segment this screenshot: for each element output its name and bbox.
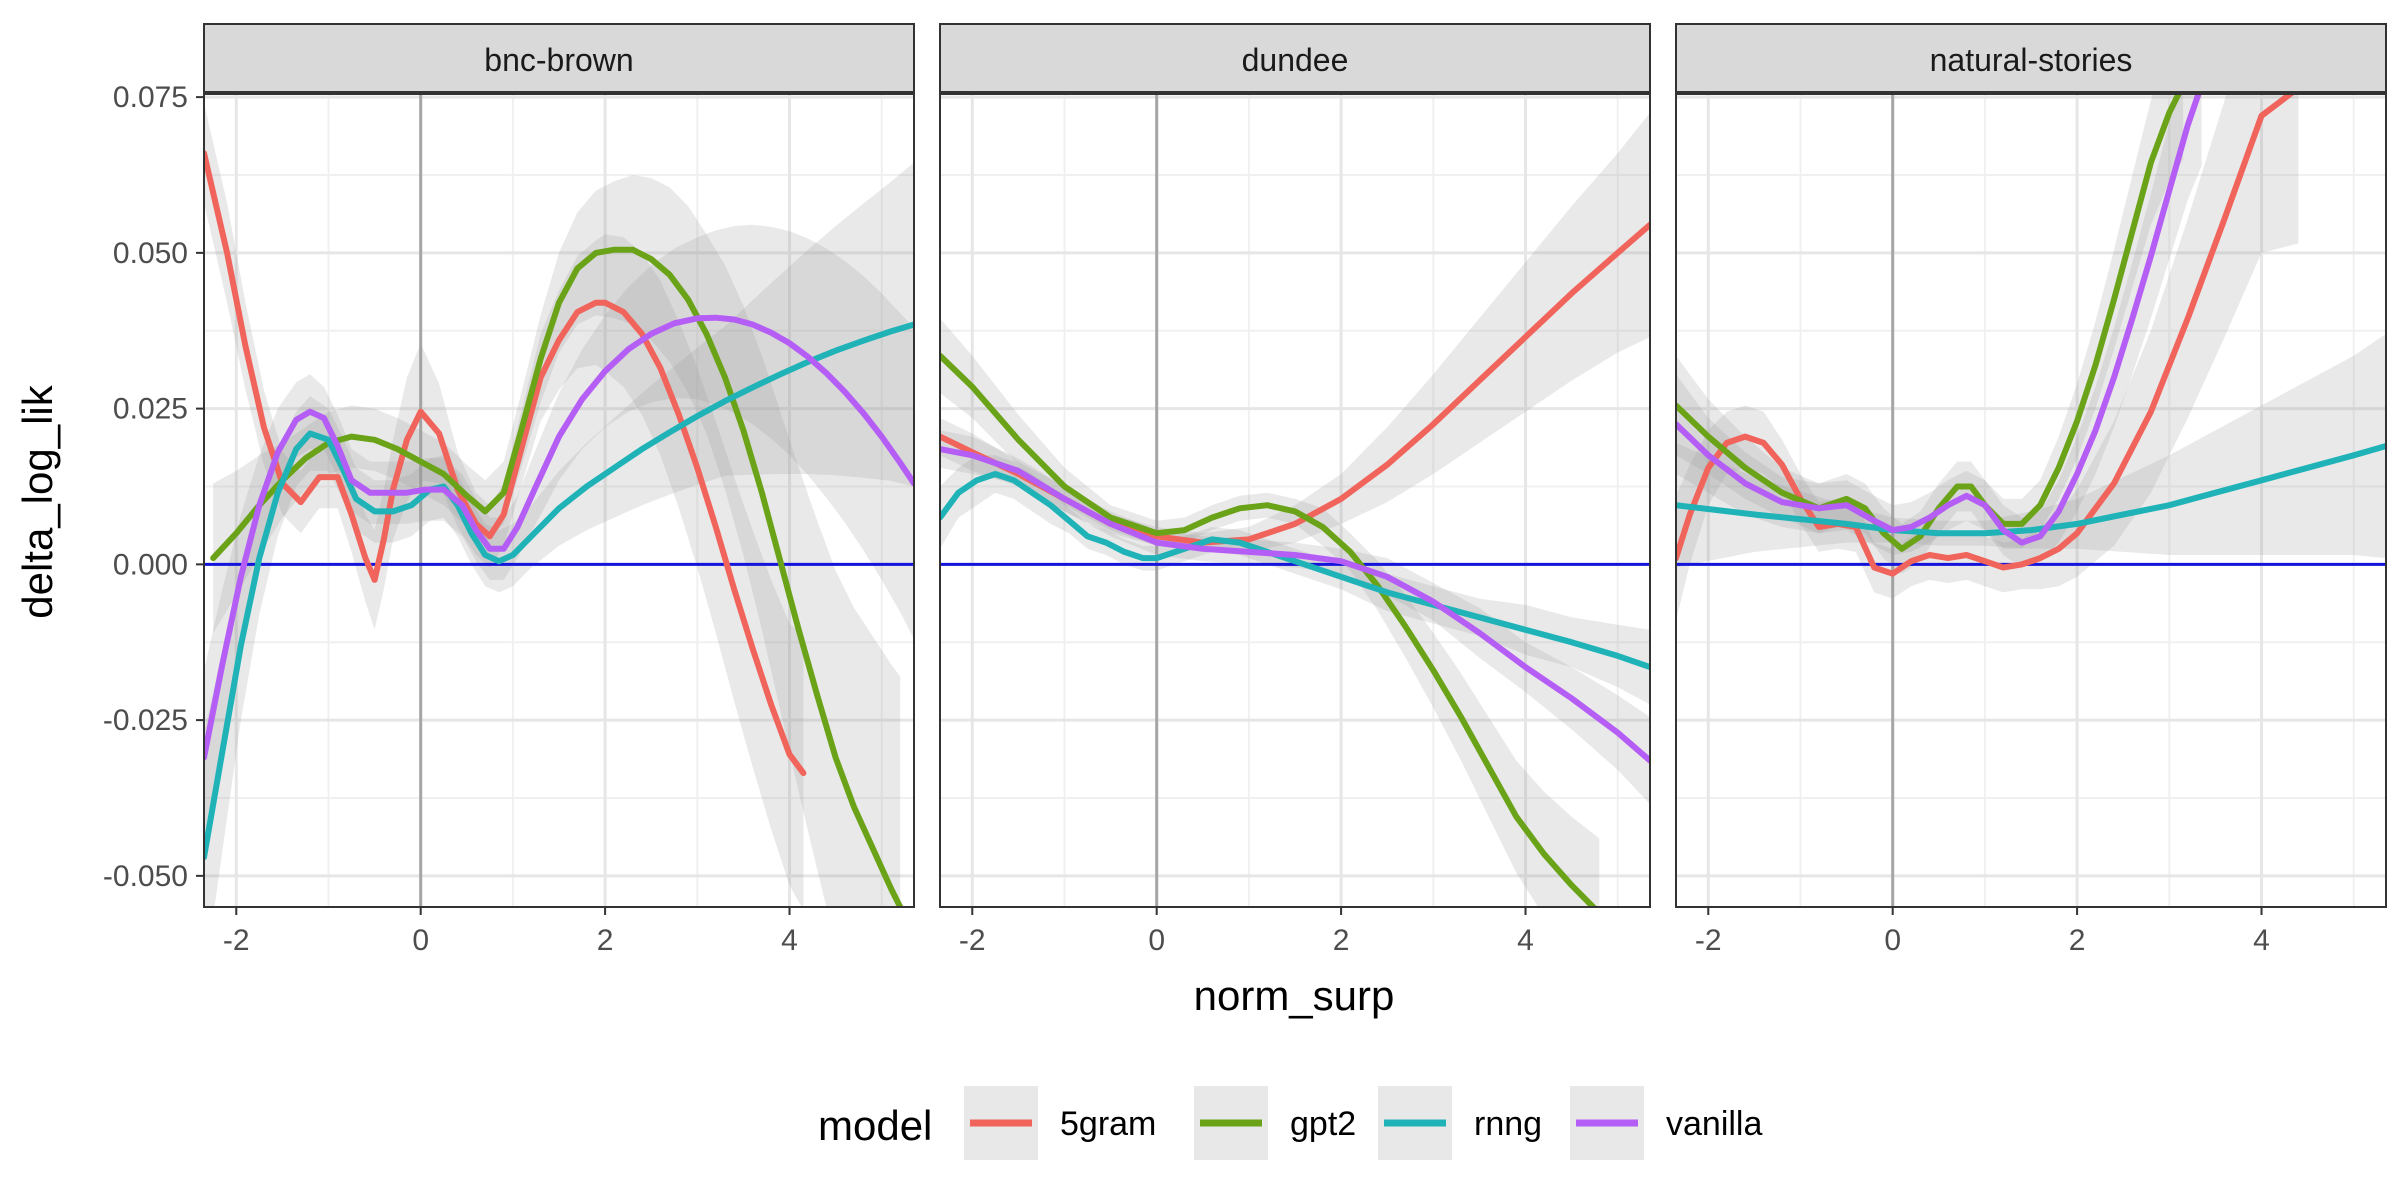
legend-item-5gram: 5gram <box>964 1086 1156 1160</box>
x-tick-label: 2 <box>2069 924 2086 957</box>
series-lines <box>1676 94 2386 577</box>
x-axis-title: norm_surp <box>1194 972 1395 1019</box>
x-tick-label: 4 <box>781 924 798 957</box>
x-tick-label: 0 <box>412 924 429 957</box>
series-line-rnng <box>1676 443 2386 537</box>
y-tick-label: 0.000 <box>113 548 188 581</box>
x-tick-label: 2 <box>1333 924 1350 957</box>
legend-label-5gram: 5gram <box>1060 1105 1156 1143</box>
legend-item-rnng: rnng <box>1378 1086 1542 1160</box>
grid <box>940 94 1650 907</box>
series-line-5gram <box>204 150 807 777</box>
panel-border <box>1675 93 2387 908</box>
series-lines <box>940 221 1650 907</box>
confidence-band-5gram <box>1676 94 2299 621</box>
x-tick-label: 0 <box>1148 924 1165 957</box>
series-line-rnng <box>204 321 914 861</box>
series-lines <box>204 150 914 907</box>
legend-label-rnng: rnng <box>1474 1105 1542 1143</box>
series-line-5gram <box>1676 94 2296 577</box>
x-tick-label: -2 <box>959 924 986 957</box>
confidence-band-vanilla <box>204 224 914 845</box>
y-tick-label: -0.050 <box>103 860 188 893</box>
panel-strip <box>1675 23 2387 93</box>
confidence-band-rnng <box>204 162 914 907</box>
plot-background <box>940 94 1650 907</box>
legend-item-vanilla: vanilla <box>1570 1086 1762 1160</box>
legend-title: model <box>818 1102 932 1149</box>
panel-strip-label: bnc-brown <box>484 42 633 78</box>
x-tick-label: -2 <box>223 924 250 957</box>
panel-border <box>939 93 1651 908</box>
confidence-band-5gram <box>940 112 1650 552</box>
legend-label-gpt2: gpt2 <box>1290 1105 1356 1143</box>
legend-item-gpt2: gpt2 <box>1194 1086 1356 1160</box>
y-tick-label: 0.025 <box>113 393 188 426</box>
y-tick-label: 0.050 <box>113 237 188 270</box>
series-line-gpt2 <box>940 352 1598 907</box>
x-tick-label: -2 <box>1695 924 1722 957</box>
panel-natural-stories: natural-stories -2 0 2 4 <box>1675 23 2387 957</box>
series-line-gpt2 <box>210 246 904 907</box>
x-tick-label: 0 <box>1884 924 1901 957</box>
series-line-vanilla <box>204 314 914 761</box>
series-line-vanilla <box>940 446 1650 764</box>
legend-label-vanilla: vanilla <box>1666 1105 1762 1143</box>
x-tick-label: 4 <box>2253 924 2270 957</box>
confidence-band-gpt2 <box>940 318 1600 907</box>
legend: model 5gram gpt2 rnng vanilla <box>818 1086 1762 1160</box>
y-axis-title: delta_log_lik <box>14 384 61 619</box>
panel-strip-label: dundee <box>1242 42 1349 78</box>
panel-strip-label: natural-stories <box>1930 42 2133 78</box>
confidence-band-gpt2 <box>213 175 901 907</box>
panel-border <box>203 93 915 908</box>
x-tick-label: 2 <box>597 924 614 957</box>
panel-dundee: dundee -2 0 2 4 <box>939 23 1651 957</box>
y-tick-label: 0.075 <box>113 81 188 114</box>
y-axis: -0.050 -0.025 0.000 0.025 0.050 0.075 <box>103 81 204 893</box>
confidence-band-gpt2 <box>1676 94 2184 574</box>
series-line-rnng <box>940 471 1650 671</box>
panel-strip <box>939 23 1651 93</box>
y-tick-label: -0.025 <box>103 704 188 737</box>
panel-bnc-brown: bnc-brown -2 0 2 4 <box>203 23 915 957</box>
plot-background <box>204 94 914 907</box>
panel-strip <box>203 23 915 93</box>
series-line-vanilla <box>1676 94 2202 546</box>
x-tick-label: 4 <box>1517 924 1534 957</box>
